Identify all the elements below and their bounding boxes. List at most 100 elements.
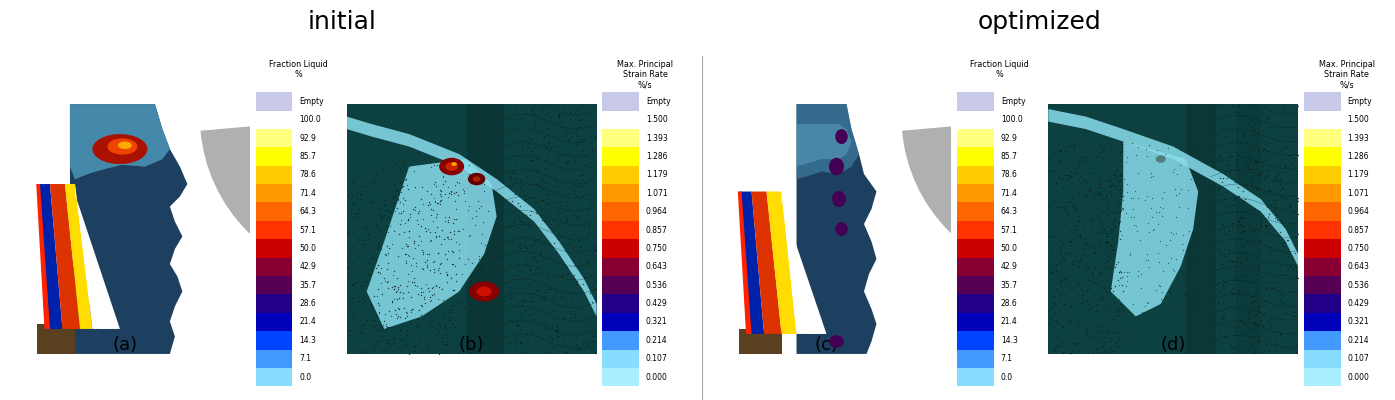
Ellipse shape xyxy=(119,142,131,149)
Point xyxy=(1073,203,1095,209)
Point xyxy=(347,210,370,216)
Point xyxy=(515,307,537,313)
Point xyxy=(1053,172,1076,179)
Point xyxy=(1099,346,1122,352)
Bar xyxy=(603,166,639,184)
Point xyxy=(1219,170,1242,176)
Point xyxy=(1115,282,1137,289)
Point xyxy=(427,267,449,274)
Point xyxy=(425,283,448,290)
Point xyxy=(1096,303,1119,309)
Point xyxy=(1211,221,1233,227)
Point xyxy=(505,322,527,328)
Point xyxy=(1071,245,1094,252)
Point xyxy=(423,162,445,168)
Point xyxy=(536,273,558,280)
Point xyxy=(1087,160,1109,166)
Point xyxy=(1269,192,1292,199)
Point xyxy=(444,262,466,269)
Point xyxy=(1240,292,1262,299)
Text: 1.179: 1.179 xyxy=(1348,170,1368,180)
Point xyxy=(406,324,428,330)
Point xyxy=(360,301,382,307)
Point xyxy=(1050,277,1073,283)
Point xyxy=(1083,214,1105,221)
Bar xyxy=(1304,110,1341,129)
Point xyxy=(1274,163,1296,169)
Point xyxy=(555,216,578,222)
Polygon shape xyxy=(367,159,497,329)
Point xyxy=(374,190,396,197)
Point xyxy=(576,252,598,258)
Point xyxy=(1116,181,1138,187)
Point xyxy=(1096,178,1119,184)
Point xyxy=(540,221,562,227)
Point xyxy=(1262,329,1285,335)
Point xyxy=(1257,279,1279,286)
Point xyxy=(1084,249,1106,256)
Point xyxy=(424,282,446,289)
Point xyxy=(391,245,413,252)
Point xyxy=(559,236,582,243)
Point xyxy=(400,307,423,314)
Point xyxy=(352,295,374,302)
Point xyxy=(1081,226,1103,232)
Ellipse shape xyxy=(439,158,465,175)
Point xyxy=(1285,350,1307,356)
Point xyxy=(513,243,536,250)
Point xyxy=(534,254,557,261)
Point xyxy=(1073,215,1095,221)
Point xyxy=(1042,179,1064,186)
Point xyxy=(1214,279,1236,285)
Point xyxy=(1088,149,1110,155)
Point xyxy=(580,139,603,146)
Polygon shape xyxy=(1110,142,1198,316)
Point xyxy=(1254,309,1276,316)
Point xyxy=(1074,264,1096,271)
Point xyxy=(1261,179,1283,185)
Point xyxy=(1053,250,1076,256)
Point xyxy=(1235,138,1257,145)
Point xyxy=(1228,218,1250,225)
Point xyxy=(1268,181,1290,188)
Point xyxy=(538,195,561,202)
Point xyxy=(1219,152,1242,159)
Point xyxy=(541,281,564,287)
Point xyxy=(1080,344,1102,350)
Point xyxy=(1286,230,1309,237)
Point xyxy=(1076,330,1098,337)
Point xyxy=(448,350,470,356)
Point xyxy=(446,308,469,314)
Point xyxy=(459,170,481,177)
Point xyxy=(1063,141,1085,148)
Point xyxy=(438,314,460,321)
Point xyxy=(550,208,572,215)
Point xyxy=(1229,317,1251,323)
Point xyxy=(1089,229,1112,236)
Point xyxy=(1264,285,1286,291)
Point xyxy=(1257,318,1279,324)
Point xyxy=(465,174,487,181)
Point xyxy=(364,170,386,177)
Point xyxy=(1243,132,1265,138)
Text: 1.500: 1.500 xyxy=(646,115,668,124)
Point xyxy=(1228,218,1250,224)
Point xyxy=(425,325,448,331)
Point xyxy=(1048,159,1070,166)
Point xyxy=(1279,211,1302,218)
Point xyxy=(374,250,396,257)
Point xyxy=(428,261,451,268)
Point xyxy=(346,190,368,196)
Point xyxy=(1122,206,1144,212)
Point xyxy=(1249,155,1271,162)
Point xyxy=(441,303,463,310)
Point xyxy=(1078,186,1101,193)
Point xyxy=(559,310,582,316)
Point xyxy=(1143,226,1165,232)
Point xyxy=(516,140,538,146)
Point xyxy=(559,318,582,324)
Point xyxy=(543,294,565,301)
Point xyxy=(501,198,523,204)
Point xyxy=(1074,303,1096,310)
Point xyxy=(562,244,585,250)
